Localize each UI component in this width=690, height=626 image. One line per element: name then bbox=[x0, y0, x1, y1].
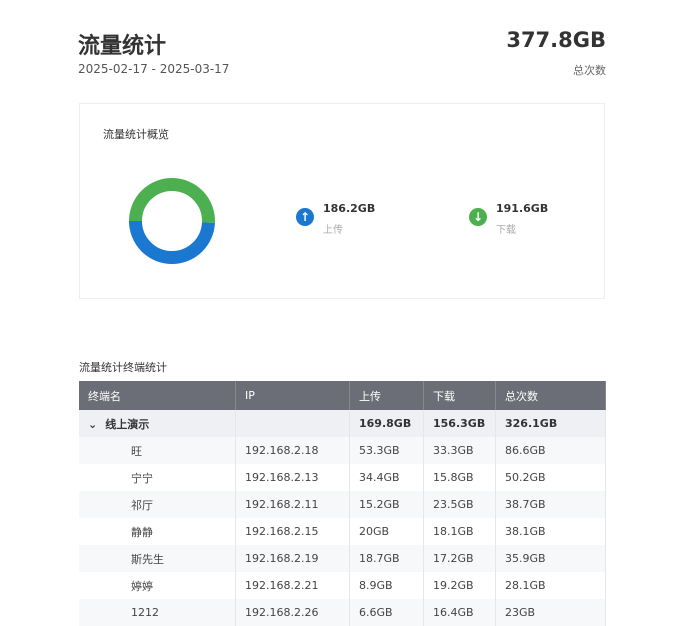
upload-label: 上传 bbox=[323, 225, 343, 236]
cell-name: 1212 bbox=[79, 599, 236, 626]
cell-download: 17.2GB bbox=[423, 545, 496, 572]
download-value: 191.6GB bbox=[496, 202, 549, 215]
table-row[interactable]: 旺 192.168.2.18 53.3GB 33.3GB 86.6GB bbox=[79, 437, 606, 464]
cell-total: 28.1GB bbox=[495, 572, 606, 599]
cell-upload: 18.7GB bbox=[349, 545, 424, 572]
group-upload: 169.8GB bbox=[349, 410, 424, 437]
col-download[interactable]: 下载 bbox=[423, 381, 496, 410]
overview-card: 流量统计概览 ↑ 186.2GB 上传 ↓ 191.6GB 下载 bbox=[79, 103, 605, 299]
cell-upload: 20GB bbox=[349, 518, 424, 545]
cell-total: 86.6GB bbox=[495, 437, 606, 464]
cell-name: 宁宁 bbox=[79, 464, 236, 491]
group-total: 326.1GB bbox=[495, 410, 606, 437]
cell-name: 静静 bbox=[79, 518, 236, 545]
table-row[interactable]: 1212 192.168.2.26 6.6GB 16.4GB 23GB bbox=[79, 599, 606, 626]
cell-name: 婷婷 bbox=[79, 572, 236, 599]
cell-name: 旺 bbox=[79, 437, 236, 464]
terminal-table: 终端名 IP 上传 下载 总次数 ⌄ 线上演示 169.8GB 156.3GB 3… bbox=[79, 381, 606, 626]
cell-total: 23GB bbox=[495, 599, 606, 626]
cell-upload: 6.6GB bbox=[349, 599, 424, 626]
overview-title: 流量统计概览 bbox=[103, 128, 169, 141]
group-ip bbox=[235, 410, 350, 437]
upload-value: 186.2GB bbox=[323, 202, 376, 215]
col-name[interactable]: 终端名 bbox=[79, 381, 236, 410]
cell-ip: 192.168.2.21 bbox=[235, 572, 350, 599]
cell-ip: 192.168.2.13 bbox=[235, 464, 350, 491]
cell-upload: 34.4GB bbox=[349, 464, 424, 491]
group-download: 156.3GB bbox=[423, 410, 496, 437]
cell-download: 18.1GB bbox=[423, 518, 496, 545]
cell-ip: 192.168.2.19 bbox=[235, 545, 350, 572]
table-row[interactable]: 斯先生 192.168.2.19 18.7GB 17.2GB 35.9GB bbox=[79, 545, 606, 572]
arrow-up-icon: ↑ bbox=[296, 208, 314, 226]
total-label: 总次数 bbox=[573, 64, 606, 77]
download-stat: ↓ 191.6GB 下载 bbox=[469, 202, 548, 236]
group-name: 线上演示 bbox=[105, 417, 150, 431]
cell-ip: 192.168.2.26 bbox=[235, 599, 350, 626]
download-label: 下载 bbox=[496, 225, 516, 236]
cell-name: 斯先生 bbox=[79, 545, 236, 572]
cell-ip: 192.168.2.18 bbox=[235, 437, 350, 464]
page-title: 流量统计 bbox=[78, 34, 167, 59]
table-row[interactable]: 祁厅 192.168.2.11 15.2GB 23.5GB 38.7GB bbox=[79, 491, 606, 518]
cell-ip: 192.168.2.11 bbox=[235, 491, 350, 518]
traffic-donut-chart bbox=[129, 178, 215, 264]
donut-segment-upload bbox=[129, 220, 215, 264]
cell-download: 23.5GB bbox=[423, 491, 496, 518]
cell-upload: 8.9GB bbox=[349, 572, 424, 599]
arrow-down-icon: ↓ bbox=[469, 208, 487, 226]
cell-download: 15.8GB bbox=[423, 464, 496, 491]
total-value: 377.8GB bbox=[506, 28, 606, 52]
group-row[interactable]: ⌄ 线上演示 169.8GB 156.3GB 326.1GB bbox=[79, 410, 606, 437]
col-total[interactable]: 总次数 bbox=[495, 381, 606, 410]
cell-total: 35.9GB bbox=[495, 545, 606, 572]
cell-download: 16.4GB bbox=[423, 599, 496, 626]
cell-total: 38.1GB bbox=[495, 518, 606, 545]
cell-upload: 15.2GB bbox=[349, 491, 424, 518]
table-title: 流量统计终端统计 bbox=[79, 361, 167, 374]
table-row[interactable]: 静静 192.168.2.15 20GB 18.1GB 38.1GB bbox=[79, 518, 606, 545]
cell-name: 祁厅 bbox=[79, 491, 236, 518]
col-upload[interactable]: 上传 bbox=[349, 381, 424, 410]
table-row[interactable]: 宁宁 192.168.2.13 34.4GB 15.8GB 50.2GB bbox=[79, 464, 606, 491]
upload-stat: ↑ 186.2GB 上传 bbox=[296, 202, 375, 236]
donut-segment-download bbox=[129, 178, 215, 223]
cell-ip: 192.168.2.15 bbox=[235, 518, 350, 545]
cell-total: 38.7GB bbox=[495, 491, 606, 518]
cell-download: 33.3GB bbox=[423, 437, 496, 464]
table-row[interactable]: 婷婷 192.168.2.21 8.9GB 19.2GB 28.1GB bbox=[79, 572, 606, 599]
cell-total: 50.2GB bbox=[495, 464, 606, 491]
cell-upload: 53.3GB bbox=[349, 437, 424, 464]
cell-download: 19.2GB bbox=[423, 572, 496, 599]
chevron-down-icon[interactable]: ⌄ bbox=[88, 417, 98, 431]
date-range: 2025-02-17 - 2025-03-17 bbox=[78, 62, 230, 76]
col-ip[interactable]: IP bbox=[235, 381, 350, 410]
